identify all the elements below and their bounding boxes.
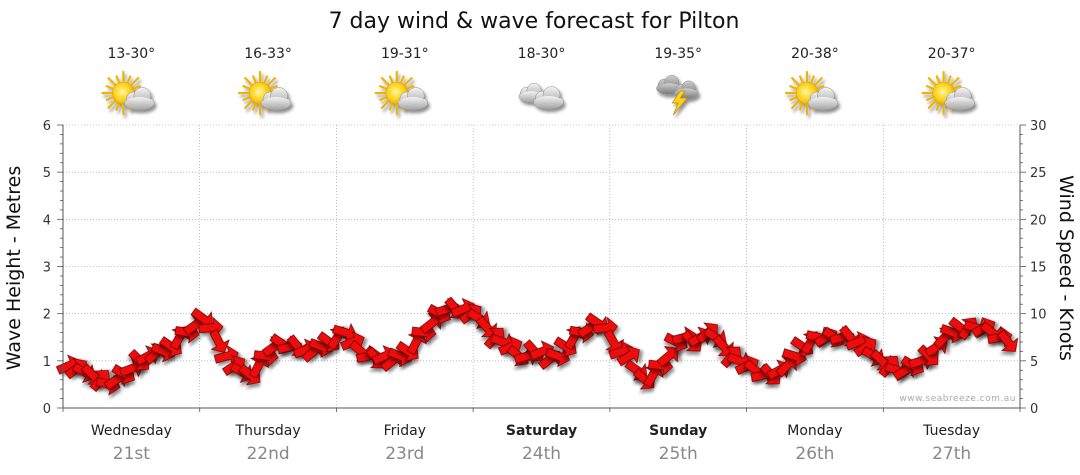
cloud-shape — [533, 86, 564, 110]
day-name: Wednesday — [91, 423, 172, 439]
day-name: Sunday — [649, 423, 707, 439]
y-tick-label-right: 20 — [1030, 213, 1047, 228]
day-temp-range: 16-33° — [244, 46, 292, 62]
y-axis-left-title: Wave Height - Metres — [3, 166, 25, 370]
y-tick-label-left: 4 — [43, 213, 51, 228]
y-tick-label-right: 5 — [1030, 355, 1038, 370]
wind-arrows — [55, 296, 1019, 396]
lightning-bolt — [671, 90, 688, 116]
sun-rays — [101, 70, 146, 116]
y-tick-label-right: 25 — [1030, 166, 1047, 181]
day-temp-range: 19-31° — [381, 46, 429, 62]
wind-arrow — [781, 346, 807, 368]
credit-text: www.seabreeze.com.au — [899, 394, 1016, 404]
day-name: Monday — [787, 423, 842, 439]
y-tick-label-right: 15 — [1030, 261, 1047, 276]
wind-arrow — [616, 345, 640, 367]
day-date: 25th — [659, 444, 698, 464]
day-date: 26th — [795, 444, 834, 464]
day-temp-range: 20-37° — [928, 46, 976, 62]
wind-arrow — [712, 334, 734, 356]
y-tick-label-right: 30 — [1030, 119, 1047, 134]
y-tick-label-left: 3 — [43, 261, 51, 276]
day-date: 22nd — [246, 444, 289, 464]
axes: 0 1 2 3 4 5 6 0 5 10 15 20 25 30 — [43, 119, 1047, 417]
wind-arrow — [996, 329, 1019, 352]
partly-cloudy-sun-icon — [101, 70, 155, 116]
partly-cloudy-sun-icon — [237, 70, 292, 116]
y-tick-label-left: 6 — [43, 119, 51, 134]
y-tick-label-right: 10 — [1030, 308, 1047, 323]
day-date: 21st — [113, 444, 150, 464]
day-name: Tuesday — [922, 423, 980, 439]
wind-arrow — [853, 336, 877, 358]
plot-grid — [63, 124, 1020, 408]
day-name: Friday — [384, 423, 426, 439]
y-axis-right-title: Wind Speed - Knots — [1055, 175, 1077, 361]
cloud-shape — [807, 87, 839, 111]
y-tick-label-left: 0 — [43, 402, 51, 417]
wind-arrow — [248, 354, 270, 379]
day-temp-range: 18-30° — [518, 46, 566, 62]
day-name: Saturday — [506, 423, 577, 439]
thunderstorm-icon — [656, 74, 699, 116]
wind-arrow — [406, 330, 428, 355]
chart-title: 7 day wind & wave forecast for Pilton — [329, 9, 740, 34]
day-header: 13-30° Wednesday 21st 16-33° Thursday 22nd 19-… — [91, 46, 980, 464]
partly-cloudy-sun-icon — [921, 70, 975, 116]
cloud-shape — [124, 87, 155, 111]
day-temp-range: 19-35° — [654, 46, 702, 62]
wind-arrow — [656, 346, 679, 368]
day-name: Thursday — [235, 423, 301, 439]
day-temp-range: 13-30° — [108, 46, 156, 62]
partly-cloudy-sun-icon — [374, 70, 429, 116]
cloud-shape — [260, 87, 292, 111]
y-tick-label-left: 1 — [43, 355, 51, 370]
day-date: 27th — [932, 444, 971, 464]
cloud-shape — [397, 87, 429, 111]
y-tick-label-left: 2 — [43, 308, 51, 323]
wind-arrow — [643, 364, 664, 388]
day-date: 24th — [522, 444, 561, 464]
wind-arrow — [475, 315, 498, 338]
day-temp-range: 20-38° — [791, 46, 839, 62]
y-tick-label-right: 0 — [1030, 402, 1038, 417]
cloudy-icon — [518, 82, 564, 110]
wind-arrow — [545, 346, 570, 368]
day-date: 23rd — [385, 444, 424, 464]
partly-cloudy-sun-icon — [784, 70, 839, 116]
wind-arrow — [209, 329, 230, 354]
cloud-shape — [944, 87, 975, 111]
y-tick-label-left: 5 — [43, 166, 51, 181]
